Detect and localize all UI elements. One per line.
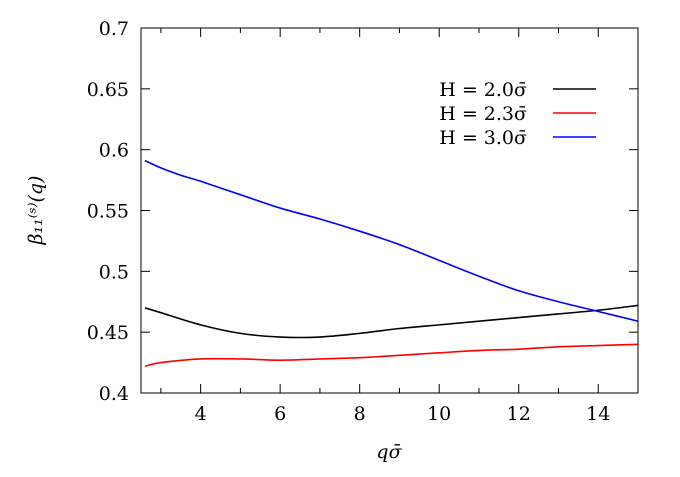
legend-label: H = 2.3σ̄ xyxy=(439,103,527,125)
series-line xyxy=(144,159,639,322)
plot-frame xyxy=(140,27,639,394)
y-axis-label: β₁₁⁽ˢ⁾(q) xyxy=(25,176,47,246)
y-tick-label: 0.5 xyxy=(99,261,129,283)
y-tick-label: 0.65 xyxy=(87,79,129,101)
x-tick-label: 6 xyxy=(274,403,286,425)
y-tick-label: 0.6 xyxy=(99,140,129,162)
x-tick-label: 4 xyxy=(195,403,207,425)
y-tick-label: 0.7 xyxy=(99,18,129,40)
x-tick-label: 12 xyxy=(507,403,531,425)
x-axis-label: qσ̄ xyxy=(376,441,402,463)
x-tick-label: 8 xyxy=(354,403,366,425)
legend-label: H = 2.0σ̄ xyxy=(439,79,527,101)
y-tick-label: 0.55 xyxy=(87,201,129,223)
x-tick-label: 10 xyxy=(427,403,451,425)
y-tick-label: 0.4 xyxy=(99,383,129,405)
legend-label: H = 3.0σ̄ xyxy=(439,127,527,149)
series-line xyxy=(144,304,639,339)
series-line xyxy=(144,343,639,368)
y-tick-label: 0.45 xyxy=(87,322,129,344)
x-tick-label: 14 xyxy=(586,403,610,425)
